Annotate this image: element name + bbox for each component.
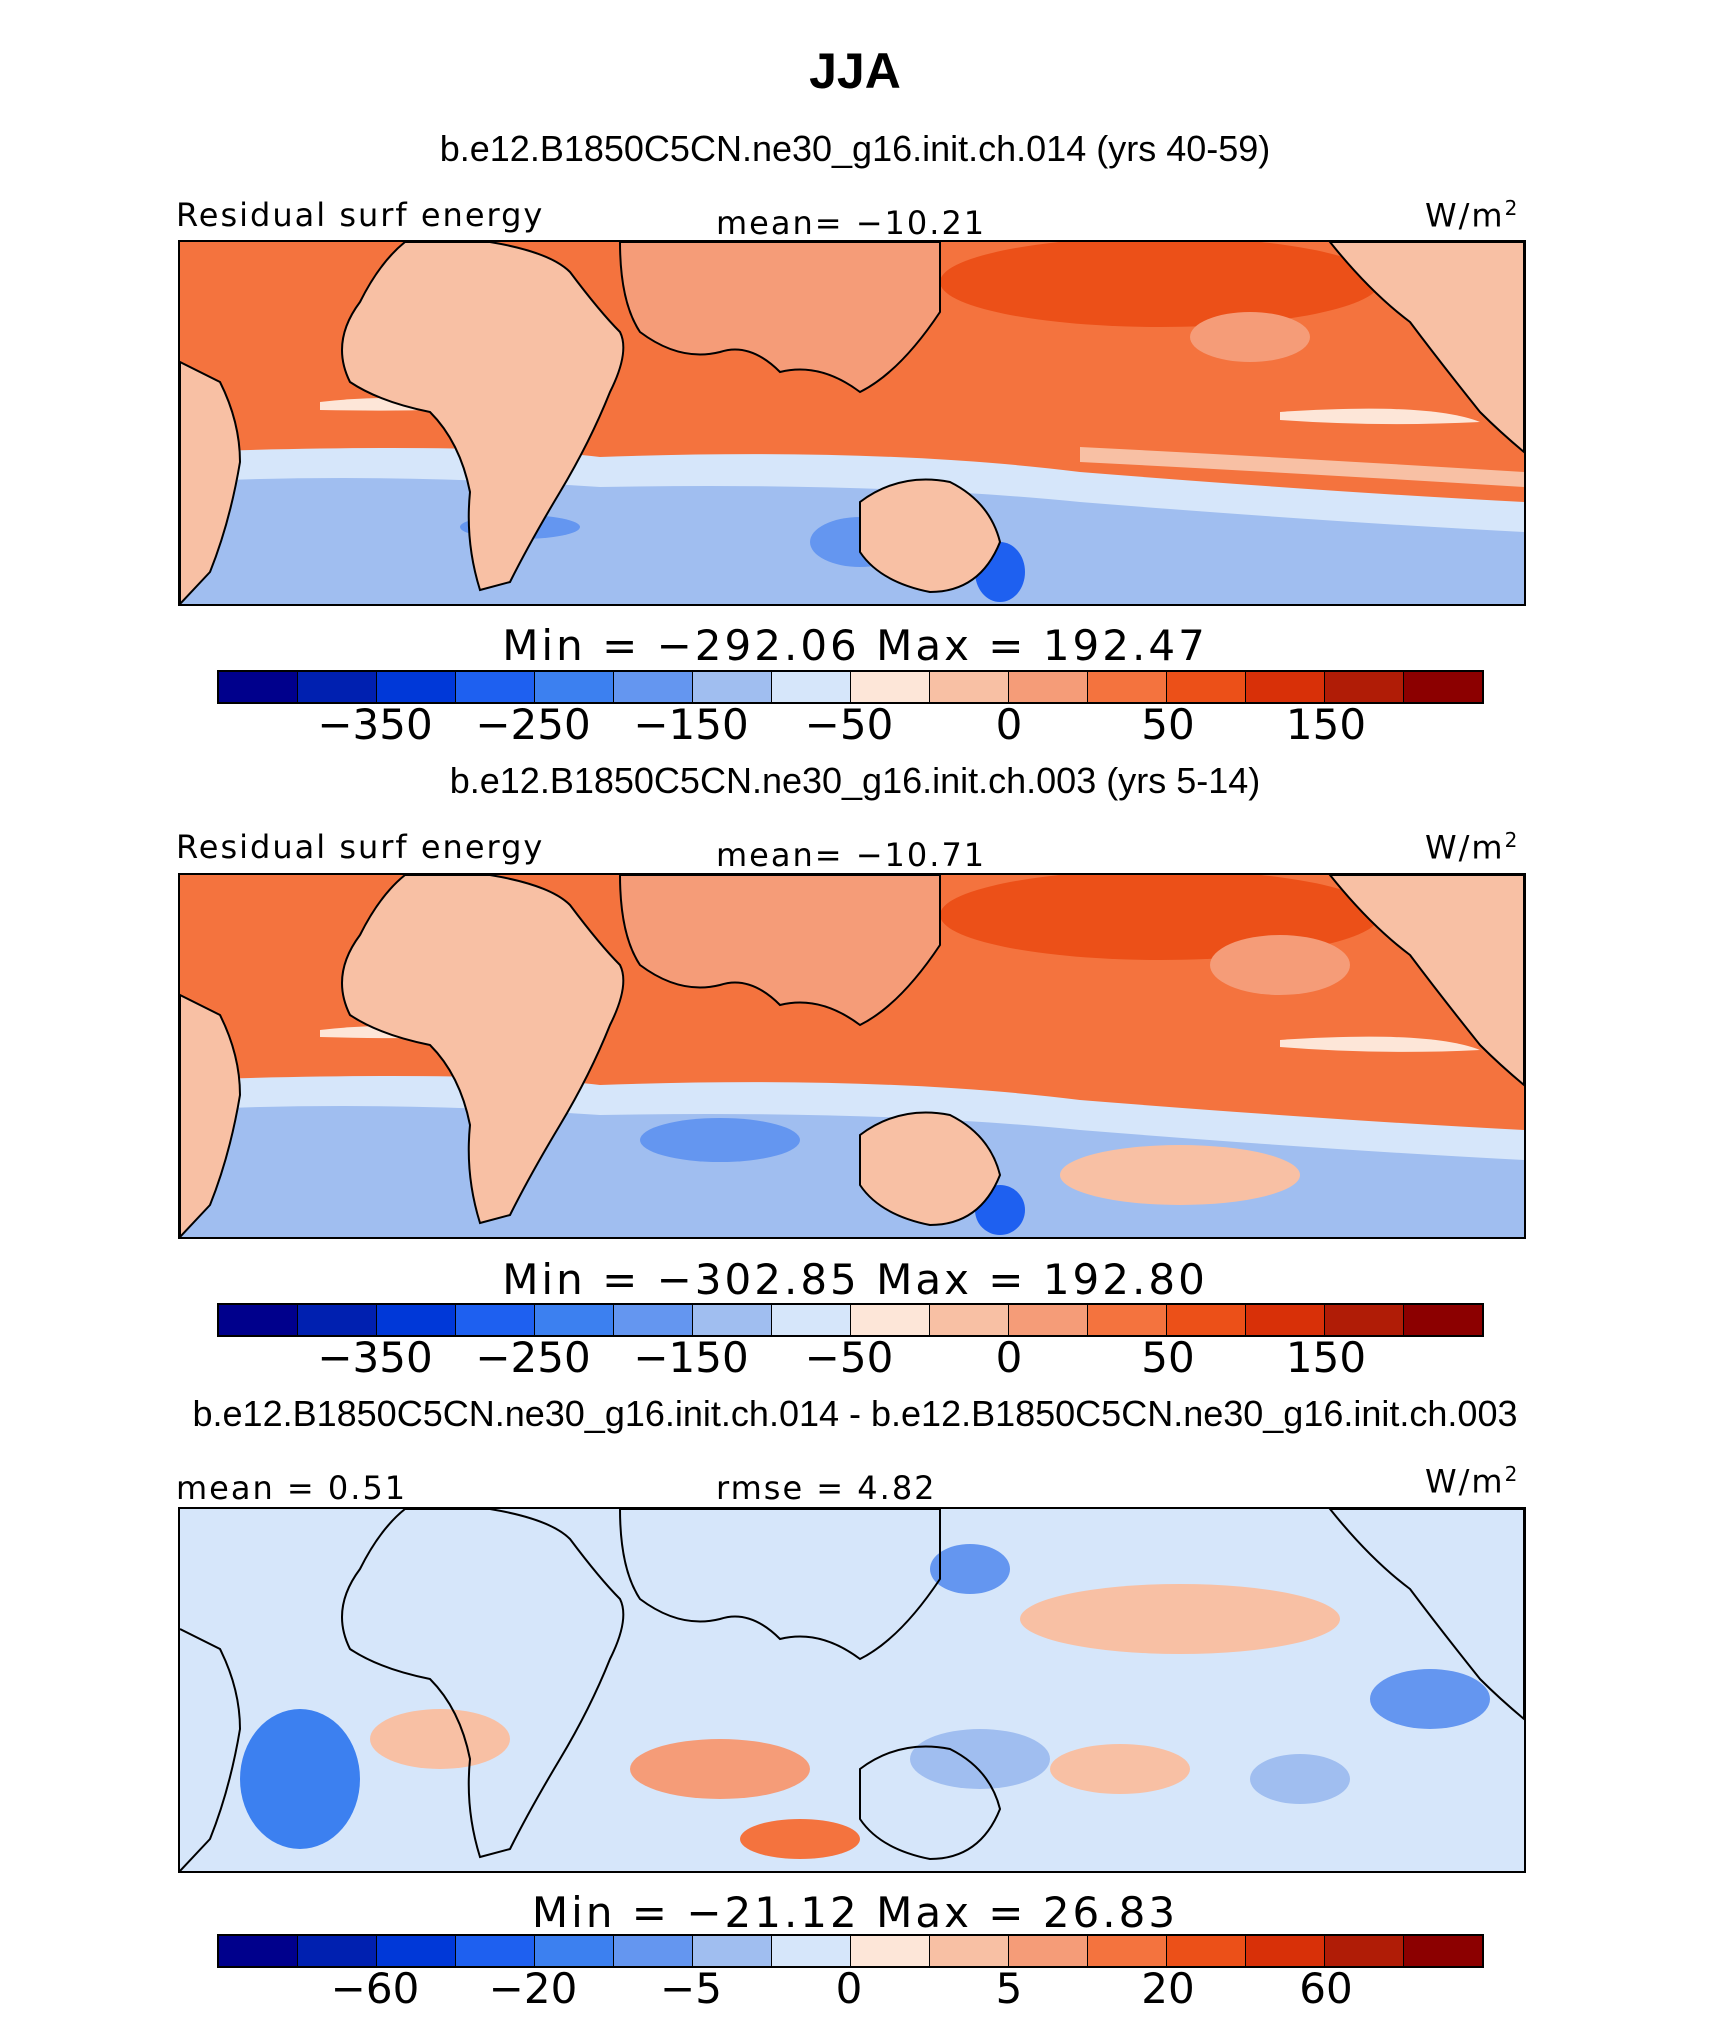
panel-1-mean-label: mean= −10.21 <box>716 204 987 242</box>
colorbar-tick-label: −350 <box>317 700 433 749</box>
panel-1-map <box>178 240 1526 606</box>
panel-3-units: W/m2 <box>1425 1462 1520 1501</box>
colorbar-swatch <box>298 1305 377 1335</box>
colorbar-swatch <box>535 1936 614 1966</box>
colorbar-tick-label: 60 <box>1299 1964 1353 2013</box>
colorbar-swatch <box>693 672 772 702</box>
colorbar-tick-label: −20 <box>488 1964 578 2013</box>
colorbar-swatch <box>1325 672 1404 702</box>
panel-2-colorbar <box>217 1303 1484 1337</box>
colorbar-swatch <box>219 1936 298 1966</box>
colorbar-swatch <box>1167 1305 1246 1335</box>
colorbar-swatch <box>851 1305 930 1335</box>
colorbar-swatch <box>614 672 693 702</box>
colorbar-swatch <box>456 672 535 702</box>
colorbar-swatch <box>1167 672 1246 702</box>
colorbar-tick-label: 0 <box>995 1333 1023 1382</box>
panel-3-map <box>178 1507 1526 1873</box>
colorbar-tick-label: 5 <box>995 1964 1023 2013</box>
panel-1-colorbar <box>217 670 1484 704</box>
colorbar-swatch <box>930 672 1009 702</box>
colorbar-tick-label: −60 <box>330 1964 420 2013</box>
colorbar-tick-label: −250 <box>475 1333 591 1382</box>
colorbar-swatch <box>1088 672 1167 702</box>
panel-2-minmax: Min = −302.85 Max = 192.80 <box>502 1255 1208 1304</box>
panel-3-mean-label: mean = 0.51 <box>176 1469 408 1507</box>
colorbar-swatch <box>930 1936 1009 1966</box>
colorbar-swatch <box>1009 1936 1088 1966</box>
colorbar-swatch <box>219 1305 298 1335</box>
colorbar-swatch <box>298 672 377 702</box>
colorbar-swatch <box>456 1936 535 1966</box>
colorbar-swatch <box>298 1936 377 1966</box>
colorbar-tick-label: −150 <box>633 700 749 749</box>
colorbar-swatch <box>377 1936 456 1966</box>
colorbar-swatch <box>693 1936 772 1966</box>
colorbar-tick-label: 150 <box>1285 700 1367 749</box>
colorbar-swatch <box>1009 1305 1088 1335</box>
colorbar-tick-label: −350 <box>317 1333 433 1382</box>
panel-2-units: W/m2 <box>1425 828 1520 867</box>
colorbar-swatch <box>614 1305 693 1335</box>
colorbar-tick-label: 0 <box>835 1964 863 2013</box>
colorbar-tick-label: −50 <box>804 1333 894 1382</box>
colorbar-tick-label: 20 <box>1141 1964 1195 2013</box>
colorbar-swatch <box>772 1305 851 1335</box>
colorbar-swatch <box>1325 1936 1404 1966</box>
panel-1-units: W/m2 <box>1425 196 1520 235</box>
panel-3-colorbar-ticks: −60 −20 −5 0 5 20 60 <box>0 1964 1710 2024</box>
colorbar-swatch <box>1246 1936 1325 1966</box>
colorbar-swatch <box>1404 672 1482 702</box>
panel-1-title: b.e12.B1850C5CN.ne30_g16.init.ch.014 (yr… <box>439 128 1271 169</box>
colorbar-swatch <box>219 672 298 702</box>
colorbar-swatch <box>535 672 614 702</box>
panel-3-minmax: Min = −21.12 Max = 26.83 <box>531 1888 1179 1937</box>
colorbar-swatch <box>535 1305 614 1335</box>
colorbar-swatch <box>693 1305 772 1335</box>
colorbar-swatch <box>1325 1305 1404 1335</box>
colorbar-tick-label: −5 <box>660 1964 722 2013</box>
panel-2-title: b.e12.B1850C5CN.ne30_g16.init.ch.003 (yr… <box>449 760 1261 801</box>
colorbar-tick-label: −250 <box>475 700 591 749</box>
colorbar-tick-label: −50 <box>804 700 894 749</box>
colorbar-swatch <box>772 1936 851 1966</box>
panel-1-variable-label: Residual surf energy <box>176 196 545 234</box>
colorbar-swatch <box>1088 1936 1167 1966</box>
colorbar-swatch <box>377 672 456 702</box>
colorbar-swatch <box>851 672 930 702</box>
colorbar-swatch <box>377 1305 456 1335</box>
colorbar-swatch <box>456 1305 535 1335</box>
colorbar-swatch <box>1009 672 1088 702</box>
colorbar-swatch <box>772 672 851 702</box>
panel-3-title: b.e12.B1850C5CN.ne30_g16.init.ch.014 - b… <box>192 1393 1518 1434</box>
panel-3-rmse-label: rmse = 4.82 <box>716 1469 937 1507</box>
colorbar-swatch <box>1246 1305 1325 1335</box>
colorbar-tick-label: 50 <box>1141 1333 1195 1382</box>
panel-2-colorbar-ticks: −350 −250 −150 −50 0 50 150 <box>0 1333 1710 1393</box>
figure-title: JJA <box>809 43 901 99</box>
colorbar-swatch <box>1246 672 1325 702</box>
panel-1-colorbar-ticks: −350 −250 −150 −50 0 50 150 <box>0 700 1710 760</box>
colorbar-tick-label: −150 <box>633 1333 749 1382</box>
colorbar-swatch <box>1167 1936 1246 1966</box>
panel-1-minmax: Min = −292.06 Max = 192.47 <box>502 621 1208 670</box>
colorbar-swatch <box>1404 1936 1482 1966</box>
colorbar-swatch <box>614 1936 693 1966</box>
colorbar-swatch <box>1088 1305 1167 1335</box>
colorbar-tick-label: 0 <box>995 700 1023 749</box>
colorbar-swatch <box>930 1305 1009 1335</box>
colorbar-swatch <box>851 1936 930 1966</box>
panel-3-colorbar <box>217 1934 1484 1968</box>
colorbar-tick-label: 50 <box>1141 700 1195 749</box>
panel-2-map <box>178 873 1526 1239</box>
panel-2-mean-label: mean= −10.71 <box>716 836 987 874</box>
colorbar-tick-label: 150 <box>1285 1333 1367 1382</box>
panel-2-variable-label: Residual surf energy <box>176 828 545 866</box>
colorbar-swatch <box>1404 1305 1482 1335</box>
